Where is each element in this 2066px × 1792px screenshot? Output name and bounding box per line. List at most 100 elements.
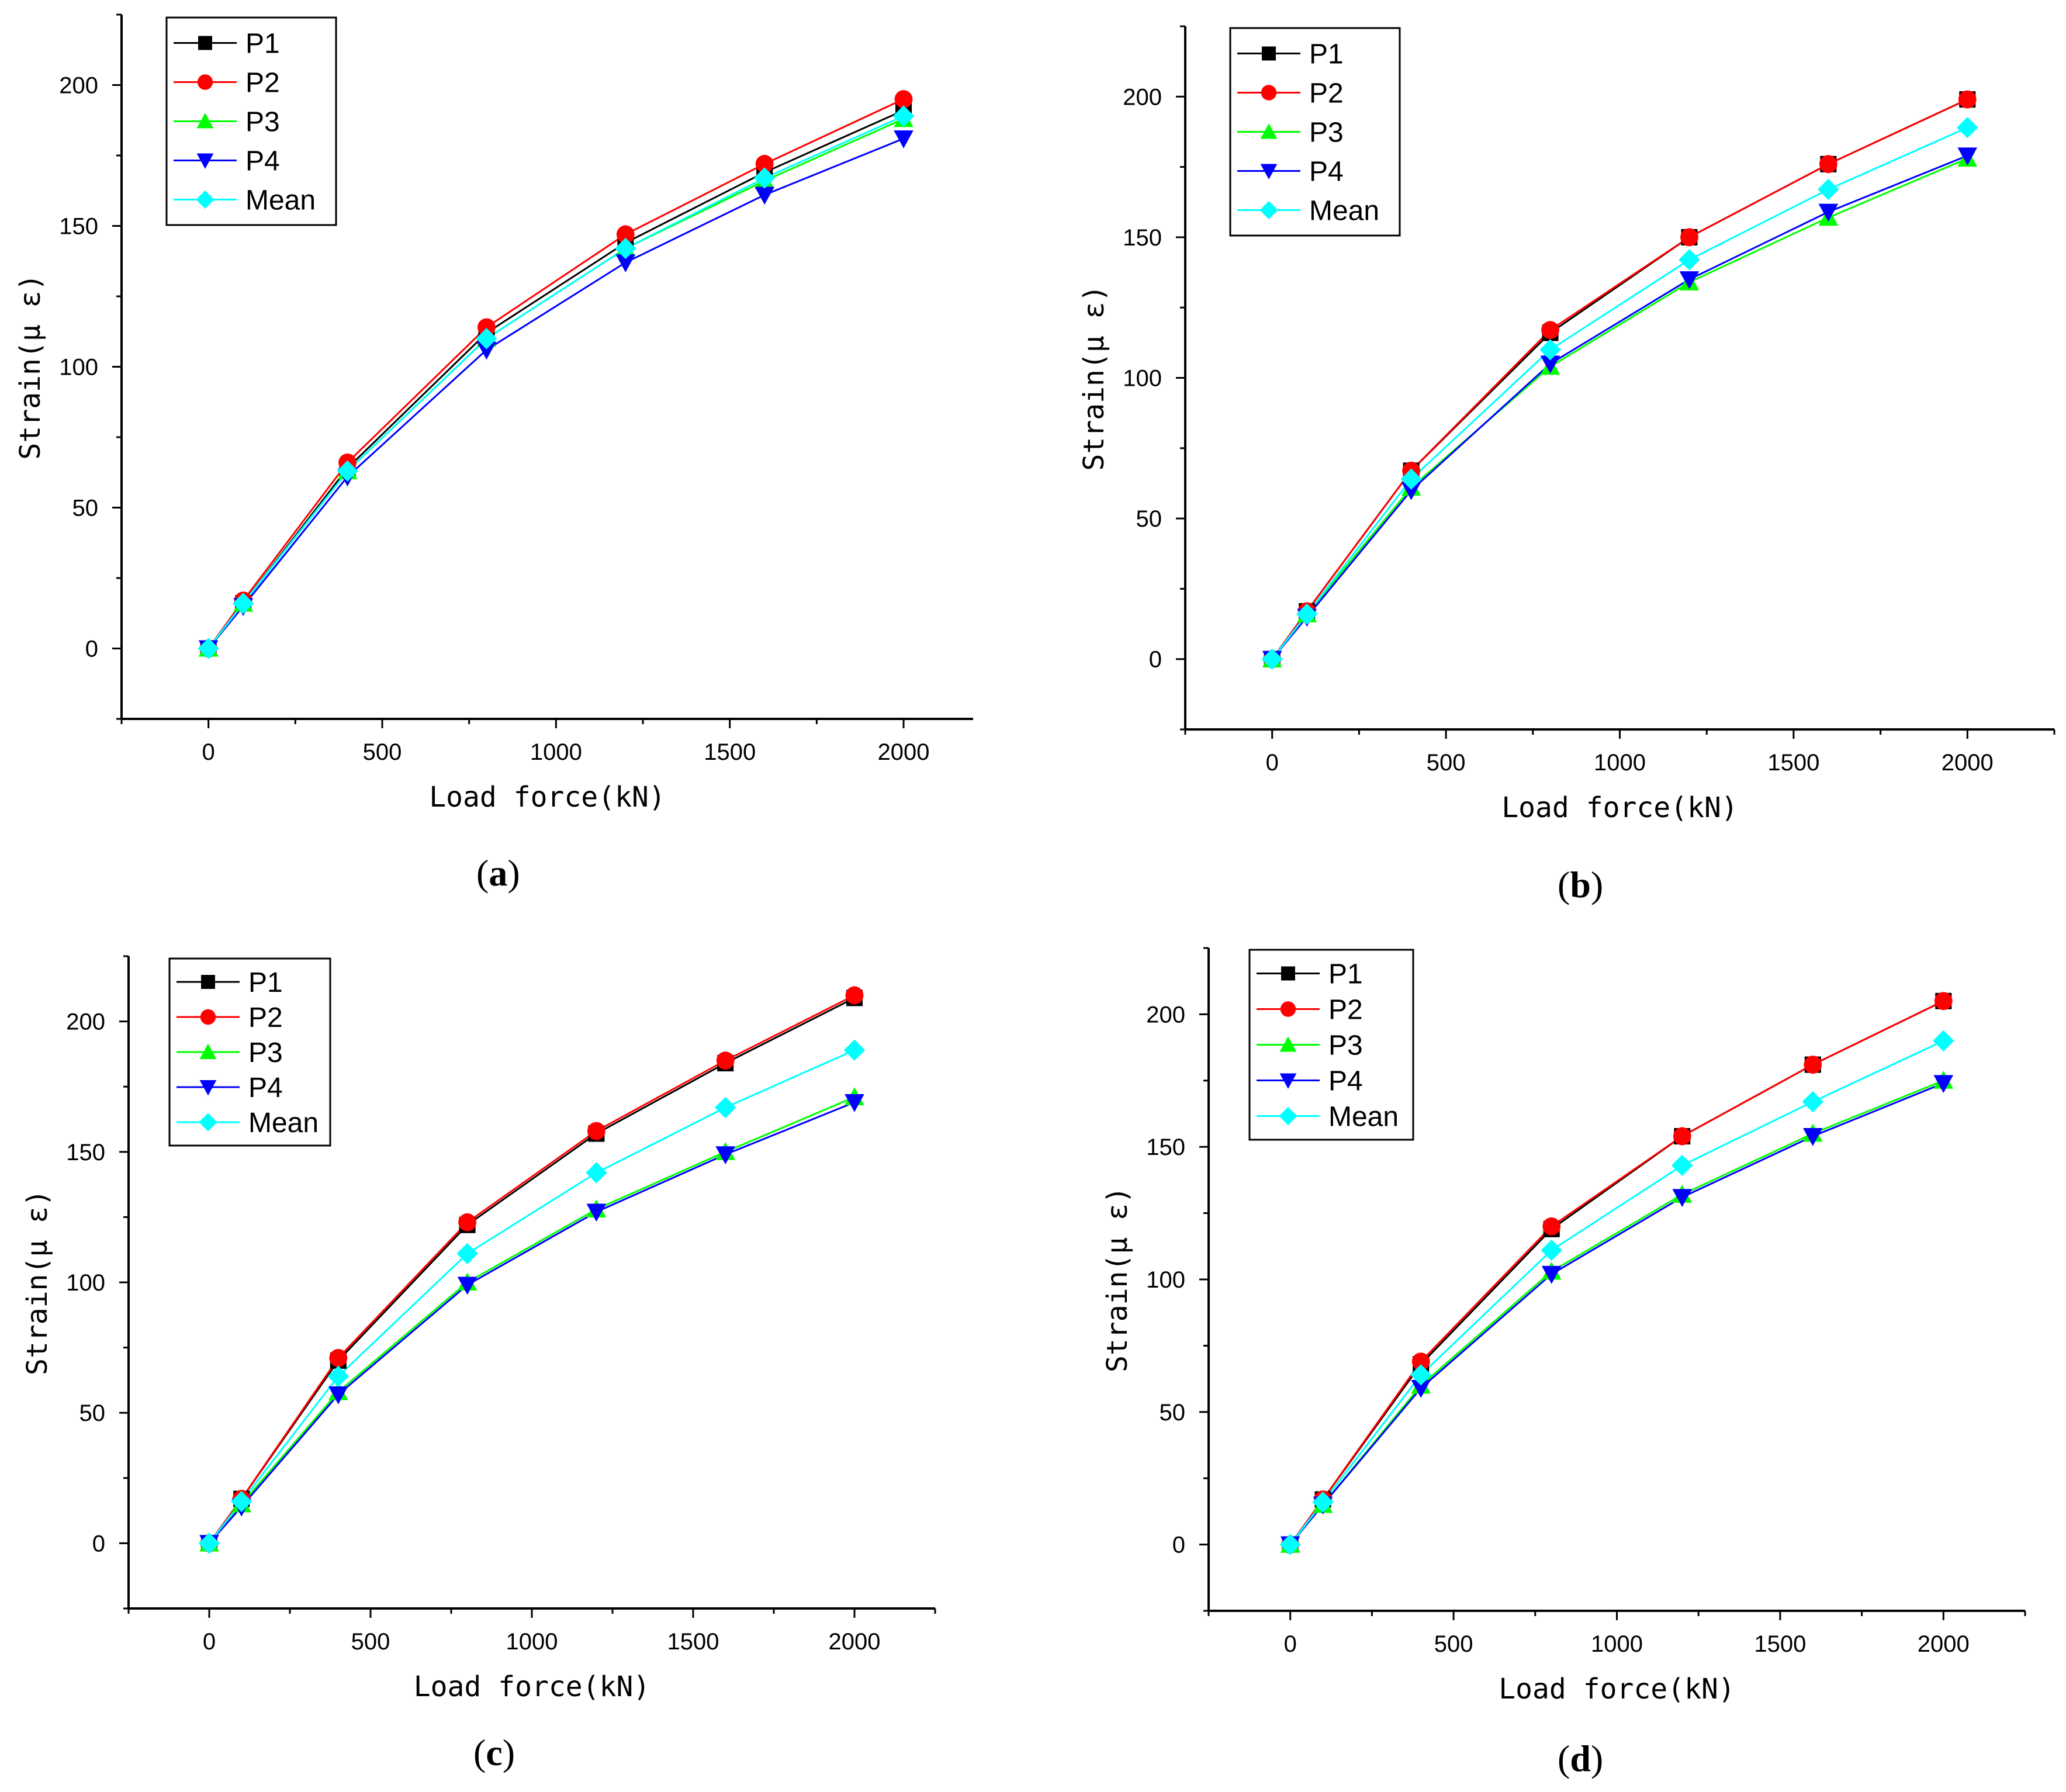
data-point-p4 xyxy=(1933,1075,1954,1094)
y-tick-label: 0 xyxy=(1149,647,1162,673)
data-point-mean xyxy=(232,593,254,614)
data-point-p4 xyxy=(845,1094,864,1112)
legend-marker-mean xyxy=(199,1113,217,1132)
data-point-mean xyxy=(337,460,358,482)
legend: P1 P2 P3 P4 Mean xyxy=(168,957,331,1147)
legend-label: P3 xyxy=(1309,117,1344,148)
y-tick-label: 50 xyxy=(79,1400,106,1426)
data-point-p2 xyxy=(1541,321,1559,340)
x-tick-label: 2000 xyxy=(878,739,930,765)
y-tick-label: 150 xyxy=(66,1140,105,1165)
panel-label-letter: c xyxy=(486,1732,502,1773)
panel-label-close: ) xyxy=(507,852,520,894)
data-point-p2 xyxy=(616,225,635,244)
data-point-mean xyxy=(1312,1491,1334,1513)
legend-label: Mean xyxy=(248,1108,319,1139)
data-point-mean xyxy=(1818,178,1839,200)
data-point-mean xyxy=(198,1532,220,1554)
data-point-mean xyxy=(1672,1154,1693,1177)
data-point-p4 xyxy=(1401,482,1421,500)
data-point-mean xyxy=(1261,648,1283,670)
legend-marker-mean xyxy=(1279,1106,1297,1126)
data-point-mean xyxy=(456,1243,478,1265)
legend: P1 P2 P3 P4 Mean xyxy=(165,16,337,226)
data-point-p4 xyxy=(1540,355,1560,374)
y-axis-title: Strain(μ ε) xyxy=(1078,285,1110,471)
data-point-p2 xyxy=(755,155,774,173)
data-point-p2 xyxy=(716,1051,735,1070)
data-point-mean xyxy=(586,1162,607,1184)
data-point-p4 xyxy=(1957,147,1978,166)
panel-label-close: ) xyxy=(1591,864,1603,905)
data-point-mean xyxy=(1296,603,1318,625)
data-point-p2 xyxy=(1542,1217,1561,1236)
data-point-p4 xyxy=(586,1203,607,1222)
panel-label-close: ) xyxy=(503,1732,515,1773)
y-tick-label: 0 xyxy=(1172,1532,1185,1558)
legend-marker-p3 xyxy=(1279,1036,1297,1052)
panel-label-letter: b xyxy=(1570,864,1591,905)
legend-label: P3 xyxy=(248,1037,283,1068)
chart-panel-d: 0 500 1000 1500 2000 0 50 100 150 200 Load force(k… xyxy=(1101,947,2026,1779)
y-axis-title: Strain(μ ε) xyxy=(14,274,47,460)
series-line-p3 xyxy=(208,1096,855,1544)
data-point-mean xyxy=(1279,1534,1301,1555)
x-tick-label: 1000 xyxy=(1594,750,1646,776)
y-tick-label: 200 xyxy=(66,1009,105,1035)
x-tick-label: 1500 xyxy=(1767,750,1819,776)
panel-label-open: ( xyxy=(473,1732,486,1773)
data-point-p4 xyxy=(1672,1189,1693,1208)
y-axis-title: Strain(μ ε) xyxy=(1101,1186,1134,1372)
x-tick-label: 2000 xyxy=(829,1629,881,1655)
y-tick-label: 100 xyxy=(66,1270,105,1296)
y-tick-label: 50 xyxy=(1136,506,1162,532)
legend-marker-p3 xyxy=(196,113,214,129)
y-tick-label: 150 xyxy=(59,214,98,240)
panel-label-close: ) xyxy=(1591,1738,1603,1779)
panel-label: (c) xyxy=(473,1732,515,1773)
data-point-mean xyxy=(1679,249,1700,271)
legend-label: P3 xyxy=(1328,1030,1363,1061)
data-point-mean xyxy=(615,237,636,260)
legend-label: P4 xyxy=(248,1073,283,1103)
y-tick-label: 100 xyxy=(59,355,98,380)
legend-label: Mean xyxy=(245,185,316,216)
data-point-p4 xyxy=(328,1386,348,1404)
chart-panel-b: 0 500 1000 1500 2000 0 50 100 150 200 Load force(k… xyxy=(1078,25,2055,905)
data-point-mean xyxy=(476,328,497,350)
panel-label-letter: d xyxy=(1570,1738,1591,1779)
legend-marker-p1 xyxy=(201,975,215,989)
panel-label-open: ( xyxy=(476,852,489,894)
data-point-mean xyxy=(1410,1364,1432,1386)
x-tick-label: 1000 xyxy=(506,1629,558,1655)
x-tick-label: 500 xyxy=(1427,750,1466,776)
data-point-p2 xyxy=(1804,1056,1822,1074)
data-point-mean xyxy=(1957,117,1978,139)
legend-label: P4 xyxy=(1328,1066,1363,1097)
data-point-mean xyxy=(753,167,776,189)
data-point-mean xyxy=(231,1490,252,1513)
data-point-p2 xyxy=(1411,1352,1430,1371)
panel-label: (d) xyxy=(1558,1738,1603,1779)
legend-label: P4 xyxy=(1309,157,1344,188)
legend-label: P1 xyxy=(1328,959,1363,990)
legend-marker-p1 xyxy=(1262,46,1276,61)
x-axis-title: Load force(kN) xyxy=(429,781,666,814)
x-tick-label: 1000 xyxy=(530,739,582,765)
panel-label: (b) xyxy=(1558,864,1603,905)
y-axis-title: Strain(μ ε) xyxy=(21,1189,54,1375)
y-tick-label: 50 xyxy=(1160,1400,1186,1426)
panel-label-letter: a xyxy=(489,852,507,894)
data-point-p2 xyxy=(1673,1127,1691,1146)
y-tick-label: 50 xyxy=(72,496,99,521)
series-line-p4 xyxy=(1289,1082,1944,1545)
data-point-p4 xyxy=(1679,271,1700,289)
legend-marker-p4 xyxy=(1260,164,1278,179)
x-axis-title: Load force(kN) xyxy=(1501,791,1738,824)
data-point-p2 xyxy=(329,1349,348,1367)
legend-label: Mean xyxy=(1309,196,1379,227)
x-tick-label: 1500 xyxy=(704,739,756,765)
legend-label: P1 xyxy=(1309,39,1344,70)
data-point-p2 xyxy=(1680,228,1698,247)
data-point-p2 xyxy=(587,1122,605,1140)
